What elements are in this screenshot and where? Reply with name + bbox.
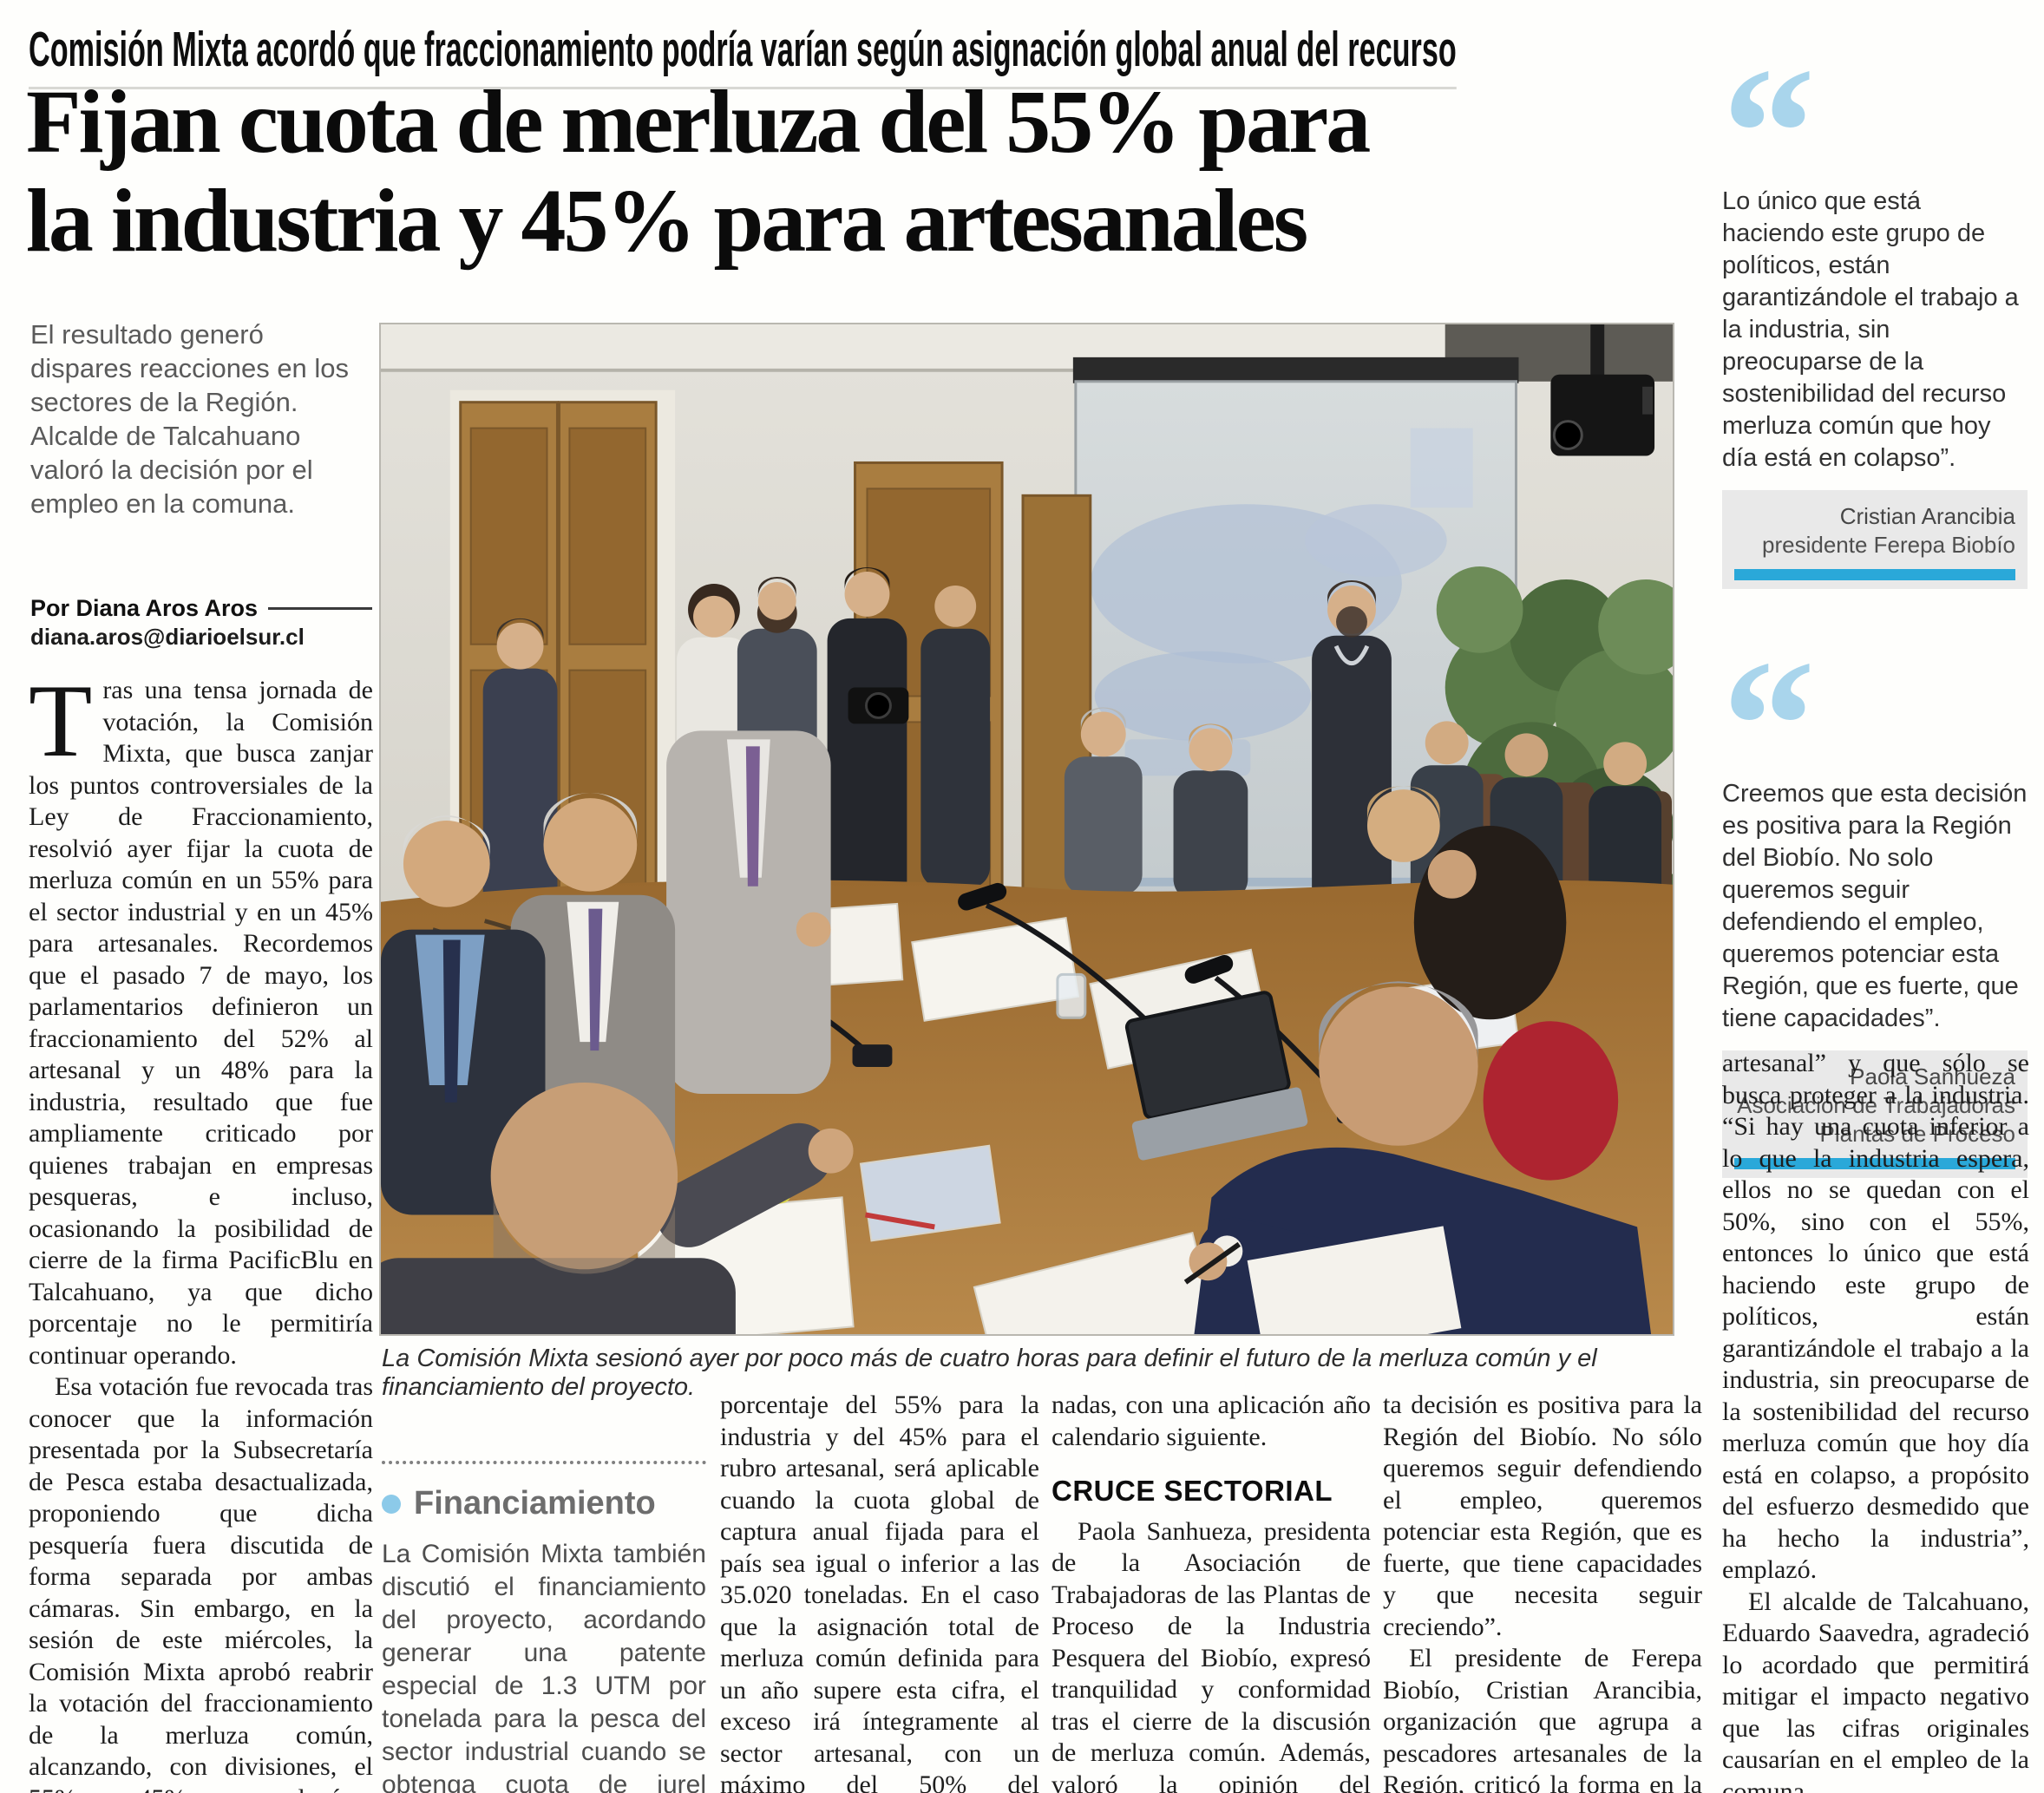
quote-attribution: Cristian Arancibia presidente Ferepa Bio… [1722, 490, 2028, 589]
quote-author-role: Asociación de Trabajadoras Plantas de Pr… [1737, 1092, 2015, 1147]
paragraph: porcentaje del 55% para la industria y d… [720, 1391, 1039, 1793]
article-photo [379, 323, 1674, 1336]
red-chair [1483, 1021, 1619, 1181]
projection-screen [1072, 357, 1519, 937]
pull-quote: “ Creemos que esta decisión es positiva … [1722, 621, 2028, 1178]
photo-caption: La Comisión Mixta sesionó ayer por poco … [382, 1345, 1597, 1401]
lede: El resultado generó dispares reacciones … [30, 319, 350, 519]
quote-author: Paola Sanhueza [1850, 1063, 2015, 1090]
navy-suit-man [1183, 981, 1652, 1334]
article-column-4: nadas, con una aplicación año calendario… [1051, 1390, 1371, 1793]
byline: Por Diana Aros Aros diana.aros@diarioels… [30, 595, 372, 651]
quote-author-role: presidente Ferepa Biobío [1762, 532, 2015, 558]
quote-text: Creemos que esta decisión es positiva pa… [1722, 780, 2028, 1032]
quotes-sidebar: “ Lo único que está haciendo este grupo … [1722, 29, 2028, 1178]
paragraph: Esa votación fue revocada tras conocer q… [29, 1372, 373, 1793]
red-pen [864, 1212, 935, 1230]
ceiling-projector [1550, 324, 1655, 456]
kicker: Comisión Mixta acordó que fraccionamient… [29, 21, 1457, 89]
section-heading: CRUCE SECTORIAL [1051, 1475, 1333, 1507]
bald-man-foreground [381, 1082, 854, 1334]
quote-author: Cristian Arancibia [1839, 503, 2015, 529]
paragraph: El presidente de Ferepa Biobío, Cristian… [1383, 1644, 1702, 1793]
pull-quote: “ Lo único que está haciendo este grupo … [1722, 29, 2028, 589]
paragraph: Paola Sanhueza, presidenta de la Asociac… [1051, 1516, 1371, 1793]
paragraph: artesanal” y que sólo se busca proteger … [1722, 1049, 2029, 1584]
financing-heading: Financiamiento [414, 1485, 656, 1521]
financing-heading-row: Financiamiento [382, 1485, 706, 1522]
paragraph: ta decisión es positiva para la Región d… [1383, 1391, 1702, 1641]
laptop [1124, 991, 1308, 1161]
quote-attribution: Paola Sanhueza Asociación de Trabajadora… [1722, 1050, 2028, 1178]
headline-line-1: Fijan cuota de merluza del 55% para [26, 72, 1371, 172]
paragraph: T ras una tensa jornada de votación, la … [29, 675, 373, 1371]
headline-line-2: la industria y 45% para artesanales [26, 171, 1308, 271]
article-column-1: T ras una tensa jornada de votación, la … [29, 675, 373, 1793]
accent-bar [1734, 569, 2015, 580]
paragraph: El alcalde de Talcahuano, Eduardo Saaved… [1722, 1587, 2029, 1793]
drop-cap: T [29, 675, 93, 778]
headline: Fijan cuota de merluza del 55% para la i… [26, 72, 1371, 271]
quote-marks-icon: “ [1722, 29, 1816, 236]
byline-email: diana.aros@diarioelsur.cl [30, 624, 305, 650]
article-column-5: ta decisión es positiva para la Región d… [1383, 1390, 1702, 1793]
article-column-3: porcentaje del 55% para la industria y d… [720, 1390, 1039, 1793]
financing-body: La Comisión Mixta también discutió el fi… [382, 1540, 706, 1793]
financing-box: Financiamiento La Comisión Mixta también… [382, 1461, 706, 1793]
byline-author: Por Diana Aros Aros [30, 595, 372, 622]
article-column-6: artesanal” y que sólo se busca proteger … [1722, 1048, 2029, 1793]
quote-text: Lo único que está haciendo este grupo de… [1722, 187, 2019, 472]
quote-marks-icon: “ [1722, 621, 1816, 828]
bullet-icon [382, 1494, 401, 1514]
foreground-people [381, 730, 1619, 1215]
paragraph-text: ras una tensa jornada de votación, la Co… [29, 676, 373, 1370]
paragraph: nadas, con una aplicación año calendario… [1051, 1391, 1371, 1451]
accent-bar [1734, 1158, 2015, 1169]
meeting-room-scene [381, 324, 1673, 1334]
